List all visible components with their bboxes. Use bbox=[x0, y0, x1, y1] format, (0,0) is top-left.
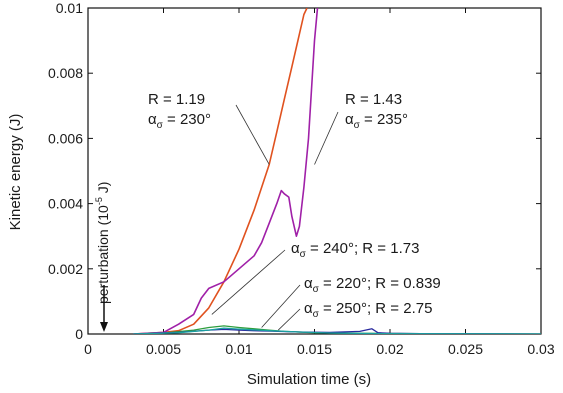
y-tick-label: 0.002 bbox=[48, 261, 83, 277]
perturbation-exponent: -5 bbox=[94, 197, 104, 205]
plot-area bbox=[87, 7, 542, 335]
plot-frame bbox=[87, 7, 542, 335]
y-tick-label: 0 bbox=[75, 326, 83, 342]
sigma-subscript: σ bbox=[313, 284, 320, 295]
annotation-a240: ασ = 240°; R = 1.73 bbox=[291, 240, 419, 260]
series-line-1 bbox=[133, 8, 308, 334]
annotation-a240-text: = 240°; R = 1.73 bbox=[306, 240, 420, 257]
x-tick-label: 0.015 bbox=[297, 341, 332, 357]
perturbation-unit: J) bbox=[95, 182, 111, 198]
alpha-symbol: α bbox=[148, 111, 157, 128]
x-tick-label: 0.005 bbox=[146, 341, 181, 357]
leader-a220 bbox=[261, 284, 301, 328]
y-tick-label: 0.008 bbox=[48, 65, 83, 81]
x-axis-ticks: 0 0.005 0.01 0.015 0.02 0.025 0.03 bbox=[84, 8, 555, 357]
leader-a250 bbox=[277, 308, 301, 331]
annotation-r119-line1: R = 1.19 bbox=[148, 91, 205, 108]
x-tick-label: 0.03 bbox=[527, 341, 554, 357]
annotation-a250: ασ = 250°; R = 2.75 bbox=[304, 300, 432, 320]
annotation-a220: ασ = 220°; R = 0.839 bbox=[304, 275, 441, 295]
sigma-subscript: σ bbox=[300, 249, 307, 260]
y-tick-label: 0.004 bbox=[48, 196, 83, 212]
x-tick-label: 0.025 bbox=[448, 341, 483, 357]
x-tick-label: 0.02 bbox=[376, 341, 403, 357]
sigma-subscript: σ bbox=[354, 120, 361, 131]
sigma-subscript: σ bbox=[157, 120, 164, 131]
annotation-r119-line2: ασ = 230° bbox=[148, 111, 211, 131]
leader-r119 bbox=[235, 104, 270, 165]
leader-r143 bbox=[314, 111, 339, 165]
series-line-2 bbox=[133, 8, 319, 334]
annotation-a220-text: = 220°; R = 0.839 bbox=[319, 275, 441, 292]
x-tick-label: 0 bbox=[84, 341, 92, 357]
y-axis-ticks: 0 0.002 0.004 0.006 0.008 0.01 bbox=[48, 0, 541, 342]
perturbation-arrow-icon bbox=[100, 285, 108, 332]
annotation-r119-angle: = 230° bbox=[163, 111, 211, 128]
sigma-subscript: σ bbox=[313, 309, 320, 320]
y-tick-label: 0.01 bbox=[56, 0, 83, 16]
alpha-symbol: α bbox=[304, 300, 313, 317]
y-axis-label: Kinetic energy (J) bbox=[7, 114, 24, 231]
x-tick-label: 0.01 bbox=[225, 341, 252, 357]
annotation-r143-line1: R = 1.43 bbox=[345, 91, 402, 108]
annotation-r143-angle: = 235° bbox=[360, 111, 408, 128]
perturbation-text: perturbation (10 bbox=[95, 205, 111, 304]
annotation-leader-lines bbox=[211, 104, 339, 331]
series-line-5 bbox=[133, 327, 541, 334]
alpha-symbol: α bbox=[304, 275, 313, 292]
perturbation-label: perturbation (10-5 J) bbox=[94, 182, 111, 304]
annotation-r143-line2: ασ = 235° bbox=[345, 111, 408, 131]
series-lines bbox=[133, 8, 541, 334]
annotation-a250-text: = 250°; R = 2.75 bbox=[319, 300, 433, 317]
leader-a240 bbox=[211, 249, 286, 315]
alpha-symbol: α bbox=[345, 111, 354, 128]
alpha-symbol: α bbox=[291, 240, 300, 257]
y-tick-label: 0.006 bbox=[48, 130, 83, 146]
x-axis-label: Simulation time (s) bbox=[247, 371, 371, 388]
